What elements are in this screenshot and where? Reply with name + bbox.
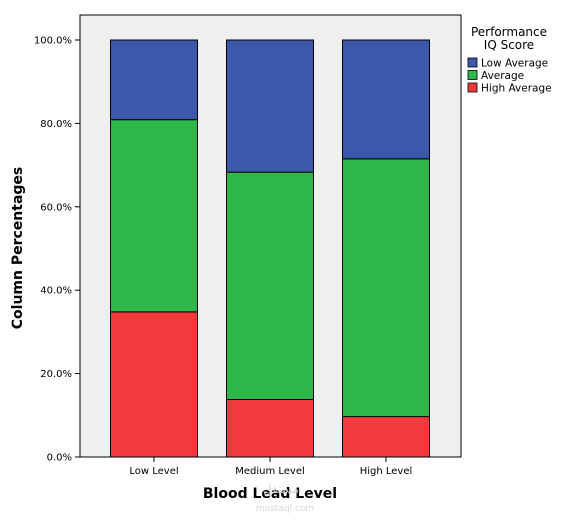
bar-segment-high-level-low-average [342,39,430,160]
y-tick-label: 40.0% [40,286,72,297]
bar-segment-medium-level-high-average [226,398,314,458]
legend-swatch-high-average [467,82,478,93]
watermark: مستقل mostaql.com [256,482,314,514]
y-axis-title: Column Percentages [10,167,26,330]
bars-group [110,39,430,458]
x-axis-title: Blood Lead Level [203,486,337,502]
y-tick-label: 80.0% [40,119,72,130]
legend-label-average: Average [481,70,524,82]
bar-segment-high-level-high-average [342,416,430,458]
bar-segment-low-level-high-average [110,311,198,458]
watermark-logo: مستقل [263,482,299,496]
bar-segment-medium-level-low-average [226,39,314,173]
legend-label-high-average: High Average [481,83,552,95]
bar-segment-low-level-low-average [110,39,198,121]
legend-title-line-2: IQ Score [484,38,534,52]
legend-swatch-low-average [467,57,478,68]
legend-label-low-average: Low Average [481,58,548,70]
x-tick-label: High Level [360,466,413,477]
watermark-site: mostaql.com [256,504,314,514]
bar-segment-high-level-average [342,158,430,418]
bar-segment-medium-level-average [226,171,314,400]
legend: Performance IQ Score Low AverageAverageH… [467,25,552,95]
legend-title-line-1: Performance [471,25,547,39]
x-tick-label: Low Level [129,466,178,477]
x-tick-label: Medium Level [235,466,305,477]
y-tick-label: 60.0% [40,202,72,213]
y-tick-label: 0.0% [47,453,72,464]
bar-segment-low-level-average [110,119,198,313]
y-tick-label: 100.0% [34,36,72,47]
y-tick-label: 20.0% [40,369,72,380]
legend-swatch-average [467,70,478,80]
axes-group: 0.0% 20.0% 40.0% 60.0% 80.0% 100.0% Low Level M… [34,36,412,478]
